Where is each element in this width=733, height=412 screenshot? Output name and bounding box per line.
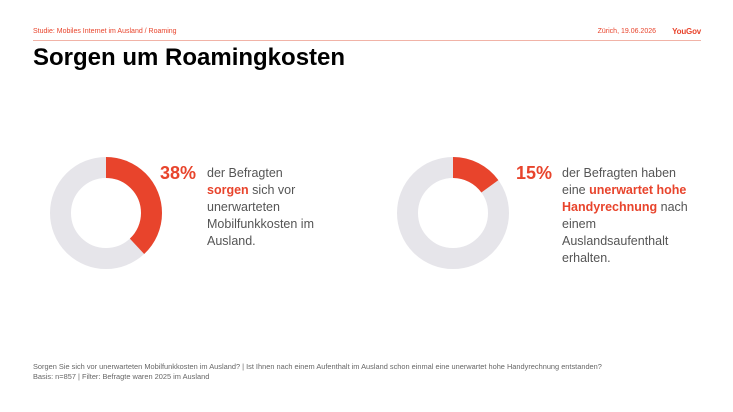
desc-text: der Befragten haben eine <box>562 166 676 197</box>
donut-chart-worry <box>50 157 162 269</box>
desc-highlight: sorgen <box>207 183 249 197</box>
desc-highlight: unerwartet hohe Handyrechnung <box>562 183 687 214</box>
desc-text: sich vor unerwarteten Mobilfunkkosten im… <box>207 183 314 248</box>
date-label: Zürich, 19.06.2026 <box>597 28 656 35</box>
footnote-question: Sorgen Sie sich vor unerwarteten Mobilfu… <box>33 362 602 371</box>
description-bill: der Befragten haben eine unerwartet hohe… <box>562 165 697 267</box>
percent-label-worry: 38% <box>160 163 197 183</box>
study-label: Studie: Mobiles Internet im Ausland / Ro… <box>33 28 177 35</box>
description-worry: der Befragten sorgen sich vor unerwartet… <box>207 165 327 250</box>
footnote-basis: Basis: n=857 | Filter: Befragte waren 20… <box>33 372 210 381</box>
donut-value-arc <box>397 157 509 269</box>
donut-value-arc <box>50 157 162 269</box>
desc-text: der Befragten <box>207 166 283 180</box>
page-title: Sorgen um Roamingkosten <box>33 44 346 71</box>
brand-logo: YouGov <box>672 27 701 36</box>
percent-label-bill: 15% <box>516 163 553 183</box>
donut-chart-bill <box>397 157 509 269</box>
header-bar: Studie: Mobiles Internet im Ausland / Ro… <box>33 27 701 40</box>
header-divider <box>33 40 701 41</box>
footnote: Sorgen Sie sich vor unerwarteten Mobilfu… <box>33 362 713 382</box>
desc-text: nach einem Auslandsaufenthalt erhalten. <box>562 200 688 265</box>
